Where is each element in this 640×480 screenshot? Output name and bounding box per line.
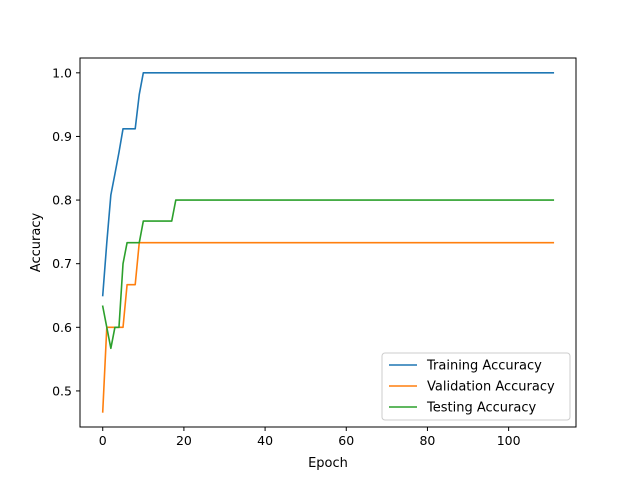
y-tick-label: 0.6 [52,320,72,335]
x-tick-label: 40 [257,433,273,448]
series-line-training-accuracy [101,72,555,297]
series-line-validation-accuracy [101,241,555,413]
series-layer [101,72,555,413]
y-axis-ticks: 0.5 0.6 0.7 0.8 0.9 1.0 [52,65,80,398]
legend-label: Testing Accuracy [426,401,536,416]
legend: Training Accuracy Validation Accuracy Test… [381,352,571,421]
x-tick-label: 20 [176,433,192,448]
x-axis-ticks: 0 20 40 60 80 100 [99,427,521,448]
y-tick-label: 1.0 [52,65,72,80]
x-tick-label: 80 [419,433,435,448]
y-tick-label: 0.9 [52,129,72,144]
y-tick-label: 0.8 [52,193,72,208]
legend-box [381,352,571,421]
y-tick-label: 0.5 [52,383,72,398]
y-tick-label: 0.7 [52,256,72,271]
x-tick-label: 60 [338,433,354,448]
x-tick-label: 100 [497,433,521,448]
series-line-testing-accuracy [101,199,555,350]
x-axis-title: Epoch [308,456,348,471]
plot-frame [79,57,577,428]
legend-label: Validation Accuracy [427,380,555,395]
x-tick-label: 0 [99,433,107,448]
y-axis-title: Accuracy [29,213,44,273]
legend-label: Training Accuracy [426,359,542,374]
